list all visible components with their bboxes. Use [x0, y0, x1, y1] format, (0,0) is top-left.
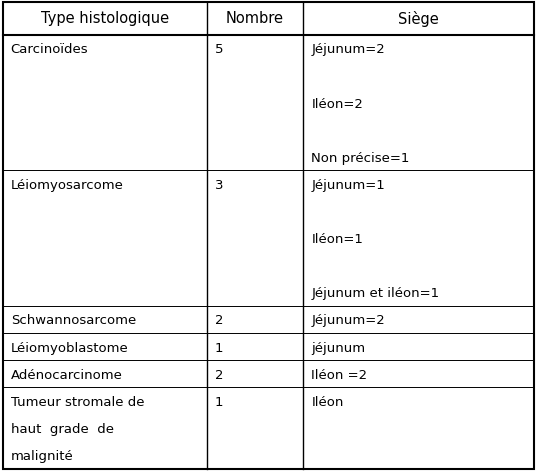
- Text: jéjunum: jéjunum: [311, 341, 366, 355]
- Text: Siège: Siège: [398, 11, 439, 27]
- Text: Nombre: Nombre: [226, 11, 284, 26]
- Text: 3: 3: [215, 179, 223, 192]
- Text: 5: 5: [215, 43, 223, 57]
- Text: 1: 1: [215, 341, 223, 355]
- Text: Jéjunum=2: Jéjunum=2: [311, 43, 385, 57]
- Text: 2: 2: [215, 369, 223, 382]
- Text: Non précise=1: Non précise=1: [311, 152, 410, 165]
- Text: Iléon=2: Iléon=2: [311, 97, 364, 111]
- Text: Carcinoïdes: Carcinoïdes: [11, 43, 89, 57]
- Text: Jéjunum=1: Jéjunum=1: [311, 179, 385, 192]
- Text: Type histologique: Type histologique: [41, 11, 169, 26]
- Text: Iléon=1: Iléon=1: [311, 233, 364, 246]
- Text: haut  grade  de: haut grade de: [11, 423, 114, 436]
- Text: Léiomyoblastome: Léiomyoblastome: [11, 341, 128, 355]
- Text: Tumeur stromale de: Tumeur stromale de: [11, 396, 144, 409]
- Text: 2: 2: [215, 315, 223, 327]
- Text: Jéjunum et iléon=1: Jéjunum et iléon=1: [311, 287, 440, 300]
- Text: Schwannosarcome: Schwannosarcome: [11, 315, 136, 327]
- Text: Iléon: Iléon: [311, 396, 344, 409]
- Text: Adénocarcinome: Adénocarcinome: [11, 369, 122, 382]
- Text: Iléon =2: Iléon =2: [311, 369, 368, 382]
- Text: malignité: malignité: [11, 450, 74, 463]
- Text: Jéjunum=2: Jéjunum=2: [311, 315, 385, 327]
- Text: 1: 1: [215, 396, 223, 409]
- Text: Léiomyosarcome: Léiomyosarcome: [11, 179, 124, 192]
